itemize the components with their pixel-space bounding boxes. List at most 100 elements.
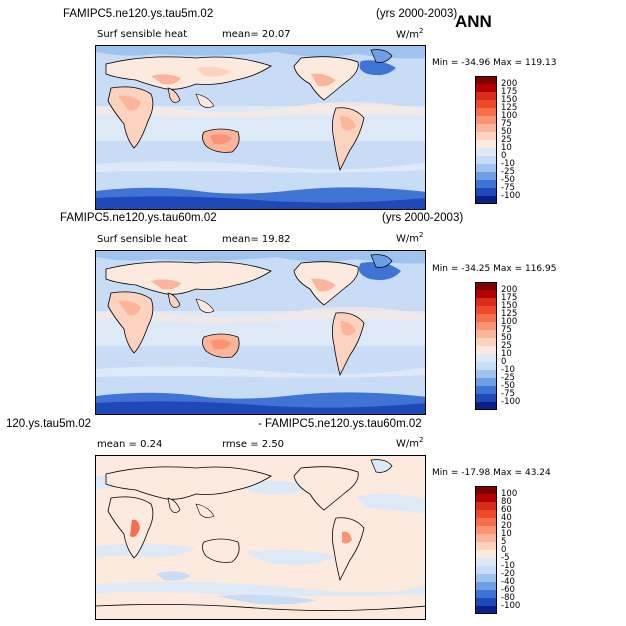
panel2-colorbar-swatch [475, 298, 497, 306]
panel2-colorbar-label: 200 [501, 285, 518, 295]
panel2-colorbar-label: -25 [501, 373, 515, 383]
panel2-colorbar-swatch [475, 370, 497, 378]
panel3-colorbar-swatch [475, 542, 497, 550]
panel2-colorbar: 200 175 150 125 100 75 50 25 10 0 -10 -2… [475, 282, 520, 410]
panel2-colorbar-label: 150 [501, 301, 518, 311]
panel1-minmax: Min = -34.96 Max = 119.13 [432, 58, 557, 68]
panel1-units: W/m2 [396, 27, 424, 41]
panel3-colorbar-label: -40 [501, 577, 515, 587]
panel2-colorbar-label: 175 [501, 293, 518, 303]
panel3-case-right: - FAMIPC5.ne120.ys.tau60m.02 [258, 418, 422, 430]
panel3-colorbar-swatch [475, 534, 497, 542]
panel3-colorbar-label: 0 [501, 545, 507, 555]
panel2-colorbar-swatch [475, 394, 497, 402]
panel1-colorbar-label: -25 [501, 167, 515, 177]
panel2-colorbar-label: 10 [501, 349, 512, 359]
panel2-colorbar-swatch [475, 386, 497, 394]
panel2-units: W/m2 [396, 231, 424, 245]
panel3-colorbar-label: -20 [501, 569, 515, 579]
panel2-colorbar-swatch [475, 338, 497, 346]
panel1-colorbar-swatch [475, 84, 497, 92]
panel3-colorbar-label: 5 [501, 537, 507, 547]
panel1-colorbar-label: 50 [501, 127, 512, 137]
panel3-minmax: Min = -17.98 Max = 43.24 [432, 468, 551, 478]
panel1-colorbar-label: 75 [501, 119, 512, 129]
panel1-colorbar: 200 175 150 125 100 75 50 25 10 0 -10 -2… [475, 76, 520, 204]
panel3-colorbar-swatch [475, 574, 497, 582]
panel1-colorbar-label: 0 [501, 151, 507, 161]
panel3-colorbar-label: 80 [501, 497, 512, 507]
panel2-colorbar-label: -75 [501, 389, 515, 399]
panel2-colorbar-label: 50 [501, 333, 512, 343]
panel3-rmse: rmse = 2.50 [222, 439, 285, 450]
panel1-colorbar-label: 10 [501, 143, 512, 153]
panel3-colorbar-swatch [475, 502, 497, 510]
panel2-mean: mean= 19.82 [222, 234, 291, 245]
panel1-years: (yrs 2000-2003) [376, 8, 458, 20]
panel1-colorbar-label: 200 [501, 79, 518, 89]
panel2-colorbar-label: -10 [501, 365, 515, 375]
panel3-mean: mean = 0.24 [97, 439, 163, 450]
panel1-colorbar-swatch [475, 92, 497, 100]
panel3-colorbar-label: -10 [501, 561, 515, 571]
panel3-colorbar-label: 20 [501, 521, 512, 531]
panel3-colorbar: 100 80 60 40 20 10 5 0 -5 -10 -20 -40 -6… [475, 486, 520, 614]
panel3-colorbar-label: -60 [501, 585, 515, 595]
panel2-map-field [96, 251, 425, 414]
panel1-colorbar-label: -10 [501, 159, 515, 169]
panel3-colorbar-swatch [475, 606, 497, 614]
panel2-colorbar-swatch [475, 282, 497, 290]
panel2-years: (yrs 2000-2003) [382, 212, 464, 224]
panel1-colorbar-swatch [475, 100, 497, 108]
panel3-colorbar-swatch [475, 590, 497, 598]
panel3-colorbar-swatch [475, 550, 497, 558]
panel1-colorbar-swatch [475, 156, 497, 164]
panel3-colorbar-swatch [475, 582, 497, 590]
panel1-map-field [96, 46, 425, 209]
panel1-colorbar-label: -75 [501, 183, 515, 193]
panel2-colorbar-label: -50 [501, 381, 515, 391]
panel2-colorbar-swatch [475, 306, 497, 314]
panel2-colorbar-swatch [475, 354, 497, 362]
panel3-units: W/m2 [396, 436, 424, 450]
panel2-minmax: Min = -34.25 Max = 116.95 [432, 264, 557, 274]
panel3-colorbar-label: 60 [501, 505, 512, 515]
panel2-colorbar-label: 25 [501, 341, 512, 351]
panel2-colorbar-swatch [475, 322, 497, 330]
panel3-colorbar-swatch [475, 566, 497, 574]
panel3-colorbar-swatch [475, 598, 497, 606]
panel2-colorbar-swatch [475, 402, 497, 410]
panel1-colorbar-label: -100 [501, 191, 521, 201]
panel2-case-title: FAMIPC5.ne120.ys.tau60m.02 [60, 212, 217, 224]
panel1-colorbar-swatch [475, 188, 497, 196]
panel3-colorbar-swatch [475, 494, 497, 502]
panel1-colorbar-swatch [475, 132, 497, 140]
panel2-map [95, 250, 426, 415]
panel1-colorbar-swatch [475, 148, 497, 156]
panel3-colorbar-label: -100 [501, 601, 521, 611]
panel2-colorbar-label: 0 [501, 357, 507, 367]
panel3-colorbar-label: 100 [501, 489, 518, 499]
panel2-colorbar-label: 125 [501, 309, 518, 319]
panel2-colorbar-swatch [475, 290, 497, 298]
panel1-colorbar-swatch [475, 124, 497, 132]
panel1-colorbar-label: 175 [501, 87, 518, 97]
panel2-colorbar-swatch [475, 346, 497, 354]
panel1-colorbar-label: 150 [501, 95, 518, 105]
panel1-variable: Surf sensible heat [97, 29, 188, 40]
panel1-colorbar-swatch [475, 172, 497, 180]
panel2-variable: Surf sensible heat [97, 234, 188, 245]
panel1-colorbar-swatch [475, 108, 497, 116]
panel1-colorbar-label: 100 [501, 111, 518, 121]
panel1-colorbar-swatch [475, 180, 497, 188]
panel2-colorbar-swatch [475, 378, 497, 386]
panel1-colorbar-swatch [475, 164, 497, 172]
panel1-colorbar-label: 125 [501, 103, 518, 113]
panel3-colorbar-label: 10 [501, 529, 512, 539]
panel1-case-title: FAMIPC5.ne120.ys.tau5m.02 [63, 8, 214, 20]
panel3-colorbar-swatch [475, 526, 497, 534]
panel3-colorbar-swatch [475, 558, 497, 566]
panel3-case-left: 120.ys.tau5m.02 [6, 418, 92, 430]
panel1-mean: mean= 20.07 [222, 29, 291, 40]
season-label: ANN [455, 12, 492, 31]
